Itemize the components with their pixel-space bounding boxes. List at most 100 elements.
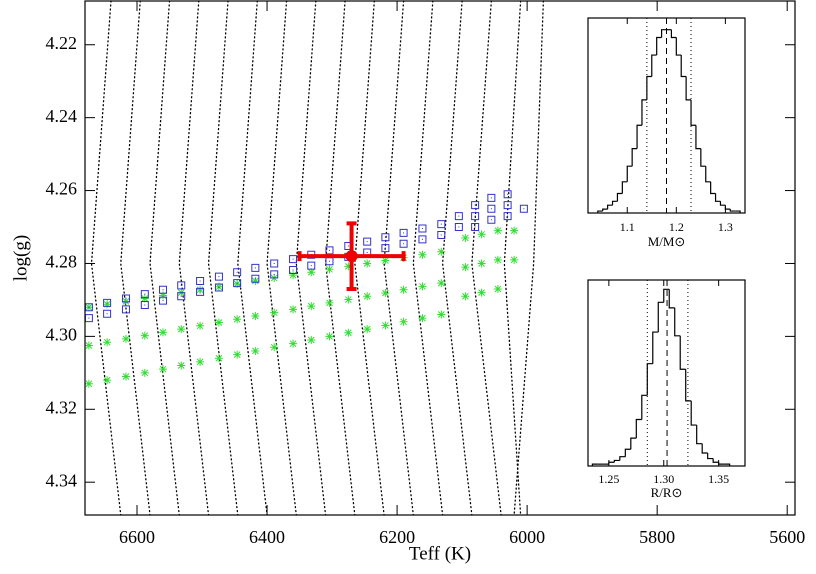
x-tick-label: 5600	[769, 527, 805, 547]
asterisk-marker	[121, 372, 130, 381]
histogram-bin	[652, 331, 659, 364]
square-marker	[233, 279, 242, 288]
histogram-bin	[656, 36, 662, 56]
square-marker	[214, 283, 223, 292]
histogram-bin	[646, 75, 652, 100]
asterisk-marker	[140, 294, 149, 303]
square-marker	[454, 223, 463, 232]
square-marker	[471, 223, 480, 232]
asterisk-marker	[214, 354, 223, 363]
square-marker	[177, 292, 186, 301]
x-tick-label: 1.3	[718, 220, 733, 234]
model-track	[471, 0, 502, 516]
asterisk-marker	[363, 292, 372, 301]
x-axis-title: M/M⊙	[648, 234, 686, 249]
square-marker	[233, 268, 242, 277]
y-tick-label: 4.32	[46, 397, 78, 417]
histogram-bin	[626, 165, 633, 182]
square-marker	[140, 290, 149, 299]
square-marker	[399, 228, 408, 237]
asterisk-marker	[344, 328, 353, 337]
asterisk-marker	[344, 262, 353, 271]
histogram-bin	[630, 437, 637, 450]
asterisk-marker	[121, 297, 130, 306]
asterisk-marker	[84, 379, 93, 388]
square-marker	[307, 261, 316, 270]
histogram-bin	[651, 54, 657, 77]
square-marker	[399, 239, 408, 248]
square-marker	[503, 190, 512, 199]
model-track	[237, 0, 268, 516]
model-track	[441, 0, 473, 516]
asterisk-marker	[289, 305, 298, 314]
asterisk-marker	[363, 259, 372, 268]
square-marker	[418, 224, 427, 233]
asterisk-marker	[307, 268, 316, 277]
y-tick-label: 4.28	[46, 252, 78, 272]
histogram-bin	[631, 148, 638, 167]
asterisk-marker	[344, 295, 353, 304]
model-track	[120, 0, 151, 516]
square-marker	[503, 212, 512, 221]
histogram-bin	[685, 369, 692, 402]
square-marker	[363, 237, 372, 246]
asterisk-marker	[477, 230, 486, 239]
square-marker	[121, 305, 130, 314]
asterisk-marker	[177, 325, 186, 334]
axes-frame	[84, 0, 796, 516]
square-marker	[437, 231, 446, 240]
observed-point	[345, 250, 358, 263]
asterisk-marker	[270, 308, 279, 317]
histogram-bin	[707, 452, 714, 460]
asterisk-marker	[289, 339, 298, 348]
histogram-bin	[616, 192, 623, 202]
histogram-bin	[641, 99, 647, 126]
asterisk-marker	[251, 311, 260, 320]
histogram-bin	[710, 181, 716, 195]
square-marker	[418, 235, 427, 244]
histogram-bin	[613, 459, 620, 463]
asterisk-marker	[159, 365, 168, 374]
square-marker	[381, 244, 390, 253]
square-marker	[84, 314, 93, 323]
asterisk-marker	[418, 250, 427, 259]
asterisk-marker	[418, 282, 427, 291]
histogram-bin	[597, 210, 603, 213]
square-marker	[289, 266, 298, 275]
square-marker	[251, 263, 260, 272]
square-marker	[159, 285, 168, 294]
asterisk-marker	[121, 334, 130, 343]
square-marker	[103, 298, 112, 307]
model-track	[149, 0, 180, 516]
asterisk-marker	[325, 332, 334, 341]
asterisk-marker	[196, 321, 205, 330]
asterisk-marker	[437, 279, 446, 288]
asterisk-marker	[196, 357, 205, 366]
x-tick-label: 1.30	[653, 472, 674, 486]
asterisk-marker	[437, 310, 446, 319]
histogram-bin	[670, 29, 677, 39]
asterisk-marker	[399, 317, 408, 326]
asterisk-marker	[381, 321, 390, 330]
square-marker	[140, 301, 149, 310]
x-tick-label: 1.25	[598, 472, 619, 486]
histogram-bin	[675, 37, 682, 56]
square-marker	[487, 193, 496, 202]
square-marker	[289, 255, 298, 264]
asterisk-marker	[461, 263, 470, 272]
square-marker	[437, 220, 446, 229]
asterisk-marker	[177, 361, 186, 370]
histogram-bin	[724, 463, 731, 466]
square-marker	[503, 201, 512, 210]
y-tick-label: 4.22	[46, 33, 78, 53]
asterisk-marker	[251, 346, 260, 355]
x-axis-title: R/R⊙	[651, 485, 683, 500]
square-marker	[103, 309, 112, 318]
asterisk-marker	[477, 259, 486, 268]
histogram-bin	[695, 125, 701, 150]
asterisk-marker	[84, 341, 93, 350]
histogram-bin	[607, 204, 613, 210]
asterisk-marker	[214, 318, 223, 327]
